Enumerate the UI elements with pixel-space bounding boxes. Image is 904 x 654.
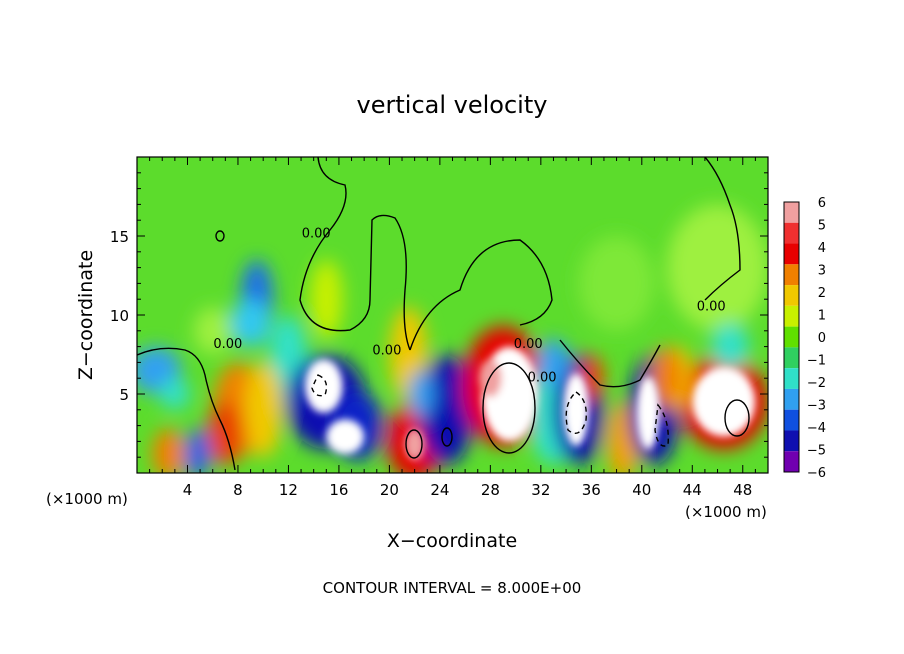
colorbar-label: −1	[807, 354, 826, 369]
field-core	[479, 359, 502, 398]
core-contour-1	[482, 362, 536, 454]
colorbar-swatch	[784, 430, 799, 452]
field-blob	[650, 346, 684, 410]
colorbar-swatch	[784, 202, 799, 223]
colorbar-label: 1	[818, 309, 826, 324]
field-core	[692, 367, 756, 437]
contour-dashed-1	[565, 391, 587, 434]
field-blob	[667, 204, 768, 331]
colorbar-label: 5	[818, 219, 826, 234]
x-tick-label: 40	[632, 481, 651, 499]
contour-label: 0.00	[302, 227, 331, 242]
contour-zero-3	[409, 239, 553, 351]
contour-labels: 0.00 0.00 0.00 0.00 0.00 0.00	[213, 227, 725, 386]
x-tick-label: 32	[531, 481, 550, 499]
chart-title: vertical velocity	[357, 91, 548, 119]
x-tick-label: 24	[430, 481, 449, 499]
colorbar-swatch	[784, 222, 799, 244]
x-tick-label: 8	[233, 481, 243, 499]
contour-label: 0.00	[528, 370, 557, 385]
x-unit-left: (×1000 m)	[46, 490, 128, 508]
colorbar-swatch	[784, 409, 799, 431]
contour-dashed-2	[654, 403, 669, 447]
field-blob	[244, 362, 283, 458]
field-blob	[152, 428, 185, 473]
x-axis-label: X−coordinate	[387, 530, 517, 552]
y-tick-label: 10	[110, 307, 129, 325]
colorbar-swatch	[784, 305, 799, 327]
x-axis: 4 8 12 16 20 24 28 32 36 40 44 48	[149, 157, 756, 499]
colorbar-swatch	[784, 368, 799, 389]
x-tick-label: 20	[380, 481, 399, 499]
colorbar-swatch	[784, 326, 799, 348]
contour-interval: CONTOUR INTERVAL = 8.000E+00	[323, 579, 582, 597]
contour-label: 0.00	[372, 344, 401, 359]
colorbar-label: 2	[818, 286, 826, 301]
x-tick-label: 36	[582, 481, 601, 499]
contour-zero-1	[137, 347, 236, 471]
contour-zero-5	[704, 157, 741, 301]
field-blob	[408, 370, 434, 418]
field-core	[563, 373, 589, 447]
core-contour-4	[441, 427, 453, 447]
colorbar-label: −4	[807, 421, 826, 436]
field-core	[636, 376, 660, 450]
colorbar-label: −6	[807, 466, 826, 481]
y-tick-label: 15	[110, 228, 129, 246]
y-tick-label: 5	[119, 386, 129, 404]
field-blob	[418, 354, 474, 466]
contour-lines	[137, 157, 750, 471]
core-contour-5	[215, 230, 225, 242]
field-core	[304, 359, 343, 413]
x-tick-label: 48	[733, 481, 752, 499]
colorbar-label: 0	[818, 331, 826, 346]
contour-label: 0.00	[213, 337, 242, 352]
colorbar-swatch	[784, 243, 799, 265]
field-blob	[578, 236, 655, 331]
x-tick-label: 16	[329, 481, 348, 499]
colorbar-label: −5	[807, 444, 826, 459]
field-blob	[230, 299, 271, 347]
colorbar-frame	[783, 201, 800, 473]
field-blob	[193, 307, 232, 355]
plot-area: 0.00 0.00 0.00 0.00 0.00 0.00	[137, 157, 768, 473]
colorbar-swatch	[784, 451, 799, 472]
field-core	[326, 419, 365, 455]
contour-label: 0.00	[697, 299, 726, 314]
x-tick-label: 28	[481, 481, 500, 499]
colorbar-label: 3	[818, 264, 826, 279]
x-tick-label: 4	[183, 481, 193, 499]
contour-zero-2	[299, 157, 411, 351]
x-tick-label: 12	[279, 481, 298, 499]
colorbar-label: 6	[818, 196, 826, 211]
y-axis: 5 10 15	[110, 172, 768, 458]
colorbar-label: −2	[807, 376, 826, 391]
colorbar-swatch	[784, 264, 799, 286]
field-blob	[309, 259, 343, 339]
colorbar-swatch	[784, 285, 799, 306]
field-blob	[159, 378, 191, 410]
colorbar-label: 4	[818, 241, 826, 256]
contour-dashed-3	[311, 374, 328, 397]
field-blob	[711, 322, 750, 371]
field-blob	[184, 428, 211, 473]
y-axis-label: Z−coordinate	[75, 250, 97, 380]
core-contour-2	[724, 399, 750, 437]
colorbar-swatch	[784, 388, 799, 410]
x-unit-right: (×1000 m)	[685, 503, 767, 521]
colorbar-label: −3	[807, 399, 826, 414]
field-blob	[537, 338, 570, 387]
colorbar: 6 5 4 3 2 1 0 −1 −2 −3 −4 −5 −6	[783, 196, 826, 481]
contour-label: 0.00	[514, 337, 543, 352]
colorbar-swatch	[784, 347, 799, 369]
contour-zero-4	[559, 339, 661, 388]
core-contour-3	[405, 429, 423, 459]
x-tick-label: 44	[683, 481, 702, 499]
